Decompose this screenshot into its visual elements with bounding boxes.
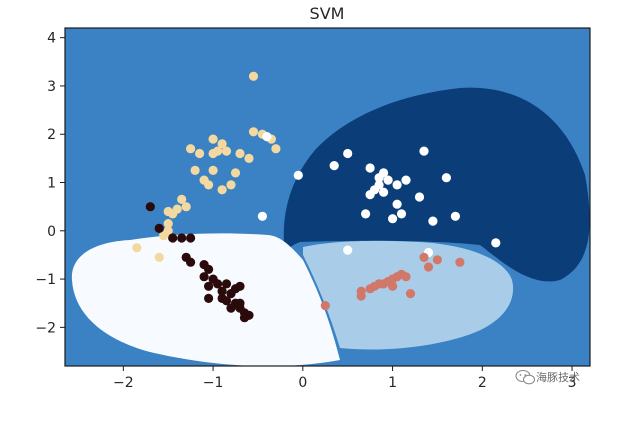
y-tick-label: −1	[35, 272, 56, 288]
data-point-s2-0	[262, 132, 272, 142]
data-point-s0-29	[154, 252, 164, 262]
data-point-s3-11	[379, 279, 389, 289]
data-point-s0-21	[181, 202, 191, 212]
data-point-s2-8	[379, 187, 389, 197]
x-tick-label: 3	[568, 375, 577, 391]
data-point-s3-17	[423, 262, 434, 272]
data-point-s2-10	[370, 185, 380, 195]
data-point-s2-25	[257, 211, 267, 221]
x-tick-label: −2	[113, 375, 134, 391]
data-point-s0-4	[248, 127, 259, 137]
data-point-s2-18	[441, 173, 451, 183]
x-tick-label: 0	[298, 375, 307, 391]
data-point-s1-17	[235, 281, 245, 291]
x-tick-label: 1	[388, 375, 397, 391]
data-point-s2-26	[293, 170, 303, 180]
watermark-text: 海豚技术	[536, 370, 580, 384]
data-point-s1-20	[221, 296, 232, 306]
data-point-s0-26	[163, 219, 173, 229]
data-point-s0-22	[177, 194, 187, 204]
data-point-s0-17	[208, 134, 218, 144]
data-point-s2-5	[379, 168, 389, 178]
data-point-s1-8	[204, 264, 214, 274]
data-point-s0-10	[208, 165, 218, 175]
data-point-s1-11	[213, 279, 223, 289]
plot-frame	[64, 27, 591, 367]
data-point-s2-22	[491, 238, 501, 248]
data-point-s0-18	[190, 165, 200, 175]
data-point-s1-1	[154, 223, 164, 233]
data-point-s2-2	[343, 148, 353, 159]
y-tick-label: 4	[47, 31, 56, 47]
data-point-s1-2	[168, 233, 178, 243]
data-point-s1-3	[177, 233, 187, 243]
data-point-s1-0	[145, 202, 155, 212]
data-point-s0-13	[217, 139, 227, 149]
y-tick-label: 0	[47, 224, 56, 240]
data-point-s0-8	[226, 180, 236, 190]
data-point-s2-14	[392, 199, 402, 209]
data-point-s2-3	[365, 163, 375, 173]
data-point-s0-19	[186, 144, 196, 154]
data-point-s0-5	[244, 153, 254, 163]
data-point-s0-30	[132, 243, 142, 253]
wechat-logo-icon	[515, 369, 536, 385]
data-point-s2-16	[388, 214, 398, 224]
data-point-s2-15	[396, 209, 407, 219]
data-point-s1-27	[239, 313, 250, 323]
data-point-s0-12	[199, 175, 209, 185]
data-point-s3-10	[401, 272, 411, 282]
y-tick-label: 1	[47, 176, 56, 192]
data-point-s1-23	[226, 303, 236, 313]
y-tick-label: 2	[47, 127, 56, 143]
y-tick-label: 3	[47, 79, 56, 95]
axis-ticks: −2 −1 0 1 2 3 −2 −1 0 1 2 3 4	[35, 31, 576, 391]
data-point-s2-20	[419, 146, 429, 156]
data-point-s2-13	[414, 192, 425, 202]
decision-region-dark	[283, 87, 590, 282]
watermark: 海豚技术	[515, 369, 580, 385]
data-point-s1-12	[204, 281, 214, 291]
data-point-s1-13	[221, 279, 232, 289]
data-point-s2-7	[383, 175, 393, 185]
data-point-s1-6	[186, 257, 196, 267]
data-point-s0-7	[230, 168, 241, 178]
data-point-s1-9	[199, 272, 209, 282]
data-point-s1-4	[186, 233, 196, 243]
x-tick-label: −1	[203, 375, 224, 391]
data-point-s3-16	[455, 257, 465, 267]
data-point-s0-15	[208, 148, 218, 159]
data-point-s2-17	[361, 209, 371, 219]
x-tick-label: 2	[478, 375, 487, 391]
plot-area	[65, 28, 590, 366]
data-point-s0-0	[248, 71, 259, 81]
data-point-s2-1	[329, 161, 339, 171]
data-point-s1-14	[217, 286, 227, 296]
data-point-s3-2	[356, 286, 366, 296]
data-point-s0-16	[221, 146, 232, 156]
data-point-s3-0	[320, 301, 330, 311]
data-point-s0-3	[271, 144, 281, 154]
data-point-s3-15	[432, 255, 442, 265]
data-point-s3-12	[388, 281, 398, 291]
chart-title: SVM	[310, 4, 345, 23]
data-point-s0-20	[195, 148, 205, 159]
data-point-s3-14	[419, 252, 429, 262]
data-point-s0-28	[159, 231, 169, 241]
data-point-s0-9	[217, 185, 227, 195]
data-point-s0-6	[235, 148, 245, 159]
data-point-s2-12	[401, 175, 411, 185]
data-point-s3-13	[405, 289, 416, 299]
data-point-s2-11	[392, 180, 402, 190]
y-tick-label: −2	[35, 320, 56, 336]
data-point-s1-18	[204, 293, 214, 303]
data-points	[132, 71, 501, 323]
data-point-s2-19	[428, 216, 438, 226]
data-point-s2-21	[450, 211, 460, 221]
data-point-s2-24	[343, 245, 353, 255]
data-point-s0-25	[163, 206, 173, 217]
